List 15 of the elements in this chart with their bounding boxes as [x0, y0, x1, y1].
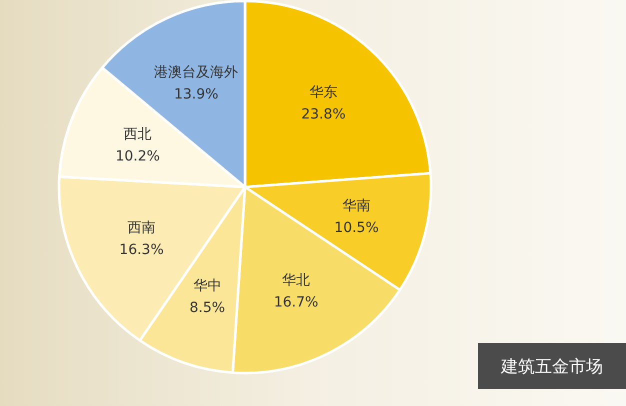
data-label: 13.9%: [174, 86, 218, 103]
slice-label: 华东: [309, 84, 338, 100]
data-label: 10.5%: [334, 220, 379, 236]
data-label: 23.8%: [301, 106, 346, 122]
slice-label: 华北: [282, 272, 310, 288]
slice-label: 西北: [124, 126, 152, 143]
slice-label: 华南: [342, 198, 371, 214]
data-label: 10.2%: [115, 148, 160, 165]
data-label: 8.5%: [189, 300, 226, 316]
text: 建筑五金市场: [500, 357, 603, 377]
data-label: 16.3%: [119, 242, 164, 258]
data-label: 16.7%: [274, 294, 318, 310]
slice-label: 港澳台及海外: [154, 64, 238, 81]
slice-label: 华中: [193, 278, 222, 294]
slice-label: 西南: [128, 220, 156, 236]
